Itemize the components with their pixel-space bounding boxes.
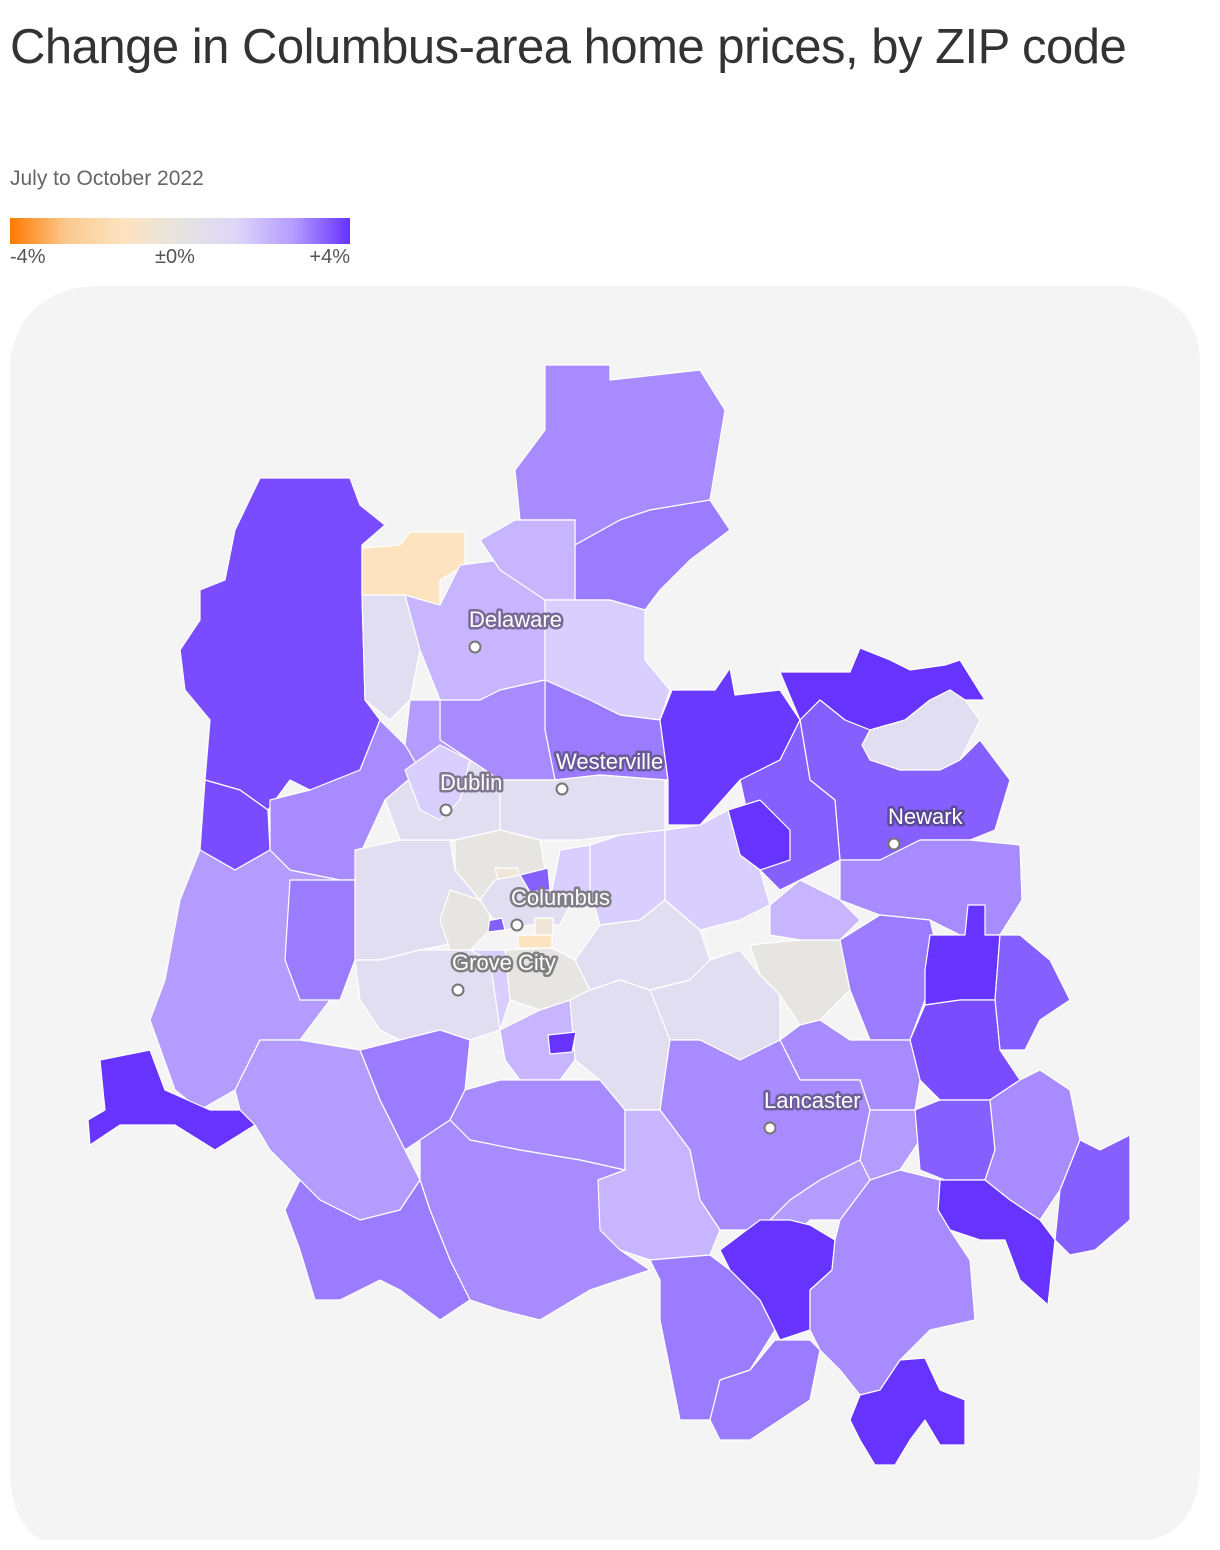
chart-subtitle: July to October 2022	[10, 167, 204, 190]
zip-region-far-east-perry[interactable]	[1054, 1134, 1131, 1256]
city-dublin: Dublin	[438, 768, 505, 817]
zip-region-worthington[interactable]	[499, 774, 666, 841]
zip-region-dublin[interactable]	[404, 744, 471, 821]
choropleth-map: Delaware Westerville Dublin Newark Columbus G…	[10, 286, 1200, 1540]
legend-ticks: -4% ±0% +4%	[10, 244, 350, 270]
zip-region-lockbourne-dark[interactable]	[547, 1031, 577, 1055]
city-label: Lancaster	[764, 1088, 861, 1113]
zip-region-south-pickaway[interactable]	[284, 1179, 471, 1321]
legend-gradient-bar	[10, 218, 350, 244]
zip-region-south-orange-a[interactable]	[534, 917, 554, 936]
legend-max-label: +4%	[309, 246, 350, 268]
zip-region-north-linden[interactable]	[551, 844, 591, 906]
city-label: Westerville	[556, 749, 663, 774]
city-westerville: Westerville	[554, 747, 666, 796]
city-columbus: Columbus	[509, 883, 613, 932]
city-dot-icon	[510, 918, 524, 932]
city-dot-icon	[451, 983, 465, 997]
city-dot-icon	[763, 1121, 777, 1135]
zip-region-gray-core[interactable]	[439, 889, 491, 951]
city-label: Columbus	[511, 885, 610, 910]
map-container: Delaware Westerville Dublin Newark Columbus G…	[0, 280, 1220, 1550]
city-dot-icon	[555, 782, 569, 796]
zip-region-new-lexington[interactable]	[914, 1099, 996, 1181]
city-dot-icon	[887, 837, 901, 851]
city-dot-icon	[439, 803, 453, 817]
city-label: Newark	[888, 804, 964, 829]
chart-title: Change in Columbus-area home prices, by …	[10, 20, 1127, 74]
city-newark: Newark	[886, 802, 966, 851]
city-lancaster: Lancaster	[762, 1086, 863, 1135]
zip-region-south-hocking-dark[interactable]	[849, 1357, 966, 1466]
zip-region-south-orange-b[interactable]	[517, 934, 553, 949]
zip-region-pataskala[interactable]	[664, 809, 771, 931]
zip-region-kirkersville[interactable]	[769, 879, 861, 941]
color-legend: -4% ±0% +4%	[10, 218, 350, 270]
legend-mid-label: ±0%	[155, 246, 195, 268]
zip-region-galloway-west[interactable]	[284, 879, 356, 1001]
city-label: Grove City	[452, 950, 556, 975]
city-markers: Delaware Westerville Dublin Newark Columbus G…	[438, 605, 966, 1135]
zip-region-south-hocking[interactable]	[709, 1339, 821, 1441]
city-dot-icon	[468, 640, 482, 654]
zip-regions	[87, 364, 1131, 1466]
city-label: Dublin	[440, 770, 502, 795]
city-grove-city: Grove City	[450, 948, 558, 997]
legend-min-label: -4%	[10, 246, 46, 268]
zip-region-northwest[interactable]	[179, 477, 386, 811]
zip-region-groveport-light[interactable]	[469, 949, 511, 1031]
zip-region-logan[interactable]	[809, 1169, 976, 1396]
city-delaware: Delaware	[467, 605, 564, 654]
zip-region-mt-sterling[interactable]	[87, 1049, 256, 1151]
zip-region-lockbourne[interactable]	[499, 999, 576, 1081]
city-label: Delaware	[469, 607, 562, 632]
